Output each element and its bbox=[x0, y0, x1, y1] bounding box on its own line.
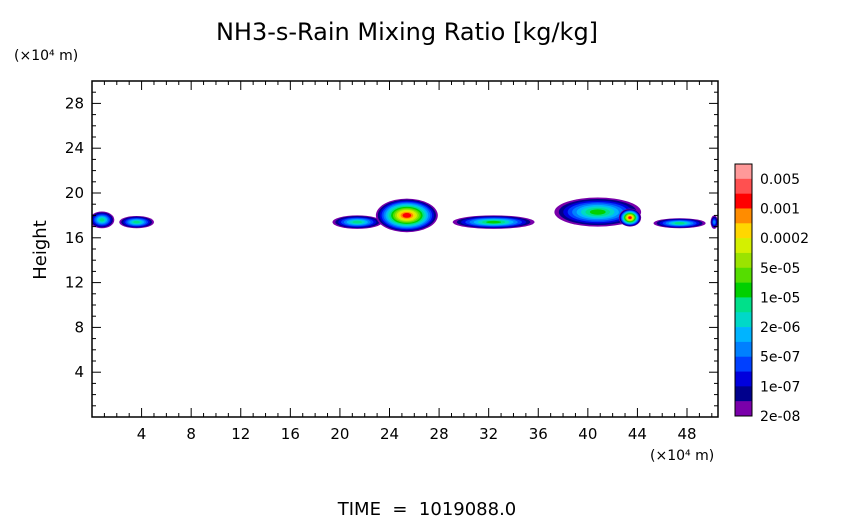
chart-title: NH3-s-Rain Mixing Ratio [kg/kg] bbox=[216, 18, 598, 46]
x-tick-label: 4 bbox=[137, 425, 147, 443]
colorbar-label: 2e-06 bbox=[760, 320, 800, 336]
colorbar-label: 5e-07 bbox=[760, 350, 800, 366]
y-axis-label: Height bbox=[30, 220, 51, 280]
contour-cell bbox=[332, 215, 383, 229]
contour-band bbox=[133, 220, 141, 224]
colorbar-frame bbox=[734, 163, 753, 417]
colorbar-swatch bbox=[735, 327, 752, 343]
colorbar-swatch bbox=[735, 297, 752, 313]
colorbar-swatch bbox=[735, 238, 752, 254]
y-tick-label: 12 bbox=[65, 274, 84, 292]
contour-cell bbox=[119, 215, 154, 229]
x-tick-label: 40 bbox=[578, 425, 597, 443]
colorbar-swatch bbox=[735, 164, 752, 180]
contour-band bbox=[99, 218, 105, 222]
contour-cell bbox=[710, 215, 718, 229]
colorbar-swatch bbox=[735, 267, 752, 283]
colorbar-swatch bbox=[735, 193, 752, 209]
colorbar-swatch bbox=[735, 356, 752, 372]
colorbar-swatch bbox=[735, 282, 752, 298]
colorbar-label: 5e-05 bbox=[760, 261, 800, 277]
colorbar-swatch bbox=[735, 208, 752, 224]
x-tick-label: 28 bbox=[430, 425, 449, 443]
colorbar-swatch bbox=[735, 252, 752, 269]
contour-band bbox=[589, 209, 606, 215]
colorbar-label: 2e-08 bbox=[760, 409, 800, 425]
plot-frame bbox=[91, 80, 719, 418]
contour-cell bbox=[452, 215, 535, 229]
y-axis-unit: (×10⁴ m) bbox=[14, 48, 78, 64]
contour-band bbox=[674, 222, 685, 225]
y-tick-label: 4 bbox=[74, 363, 84, 381]
colorbar-swatch bbox=[735, 371, 752, 387]
colorbar-swatch bbox=[735, 223, 752, 239]
contour-cell bbox=[618, 208, 642, 227]
x-tick-label: 20 bbox=[330, 425, 349, 443]
colorbar-label: 0.005 bbox=[760, 172, 800, 188]
contour-band bbox=[628, 216, 632, 219]
contour-band bbox=[713, 220, 716, 224]
colorbar: 0.005 0.001 0.0002 5e-05 1e-05 2e-06 5e-07 1e-0… bbox=[734, 163, 809, 425]
y-tick-label: 28 bbox=[65, 94, 84, 112]
contour-band bbox=[402, 213, 412, 218]
contour-cell bbox=[653, 218, 706, 229]
x-tick-label: 36 bbox=[529, 425, 548, 443]
contour-band bbox=[352, 220, 363, 224]
y-tick-label: 20 bbox=[65, 184, 84, 202]
contour-cell bbox=[92, 211, 115, 229]
y-tick-label: 24 bbox=[65, 139, 84, 157]
x-tick-label: 8 bbox=[186, 425, 196, 443]
contour-cell bbox=[375, 198, 438, 233]
x-tick-label: 32 bbox=[479, 425, 498, 443]
colorbar-label: 1e-05 bbox=[760, 290, 800, 306]
x-tick-label: 16 bbox=[281, 425, 300, 443]
colorbar-swatch bbox=[735, 312, 752, 328]
time-footer: TIME = 1019088.0 bbox=[337, 499, 517, 519]
x-axis-unit: (×10⁴ m) bbox=[650, 448, 714, 464]
colorbar-label: 0.0002 bbox=[760, 231, 809, 247]
y-tick-label: 8 bbox=[74, 318, 84, 336]
y-tick-label: 16 bbox=[65, 229, 84, 247]
x-tick-label: 24 bbox=[380, 425, 399, 443]
colorbar-label: 1e-07 bbox=[760, 379, 800, 395]
x-tick-label: 12 bbox=[231, 425, 250, 443]
colorbar-swatch bbox=[735, 178, 752, 194]
x-tick-label: 48 bbox=[677, 425, 696, 443]
x-tick-label: 44 bbox=[628, 425, 647, 443]
colorbar-label: 0.001 bbox=[760, 201, 800, 217]
colorbar-swatch bbox=[735, 401, 752, 417]
colorbar-swatch bbox=[735, 386, 752, 402]
contour-band bbox=[486, 220, 502, 224]
colorbar-swatch bbox=[735, 341, 752, 358]
